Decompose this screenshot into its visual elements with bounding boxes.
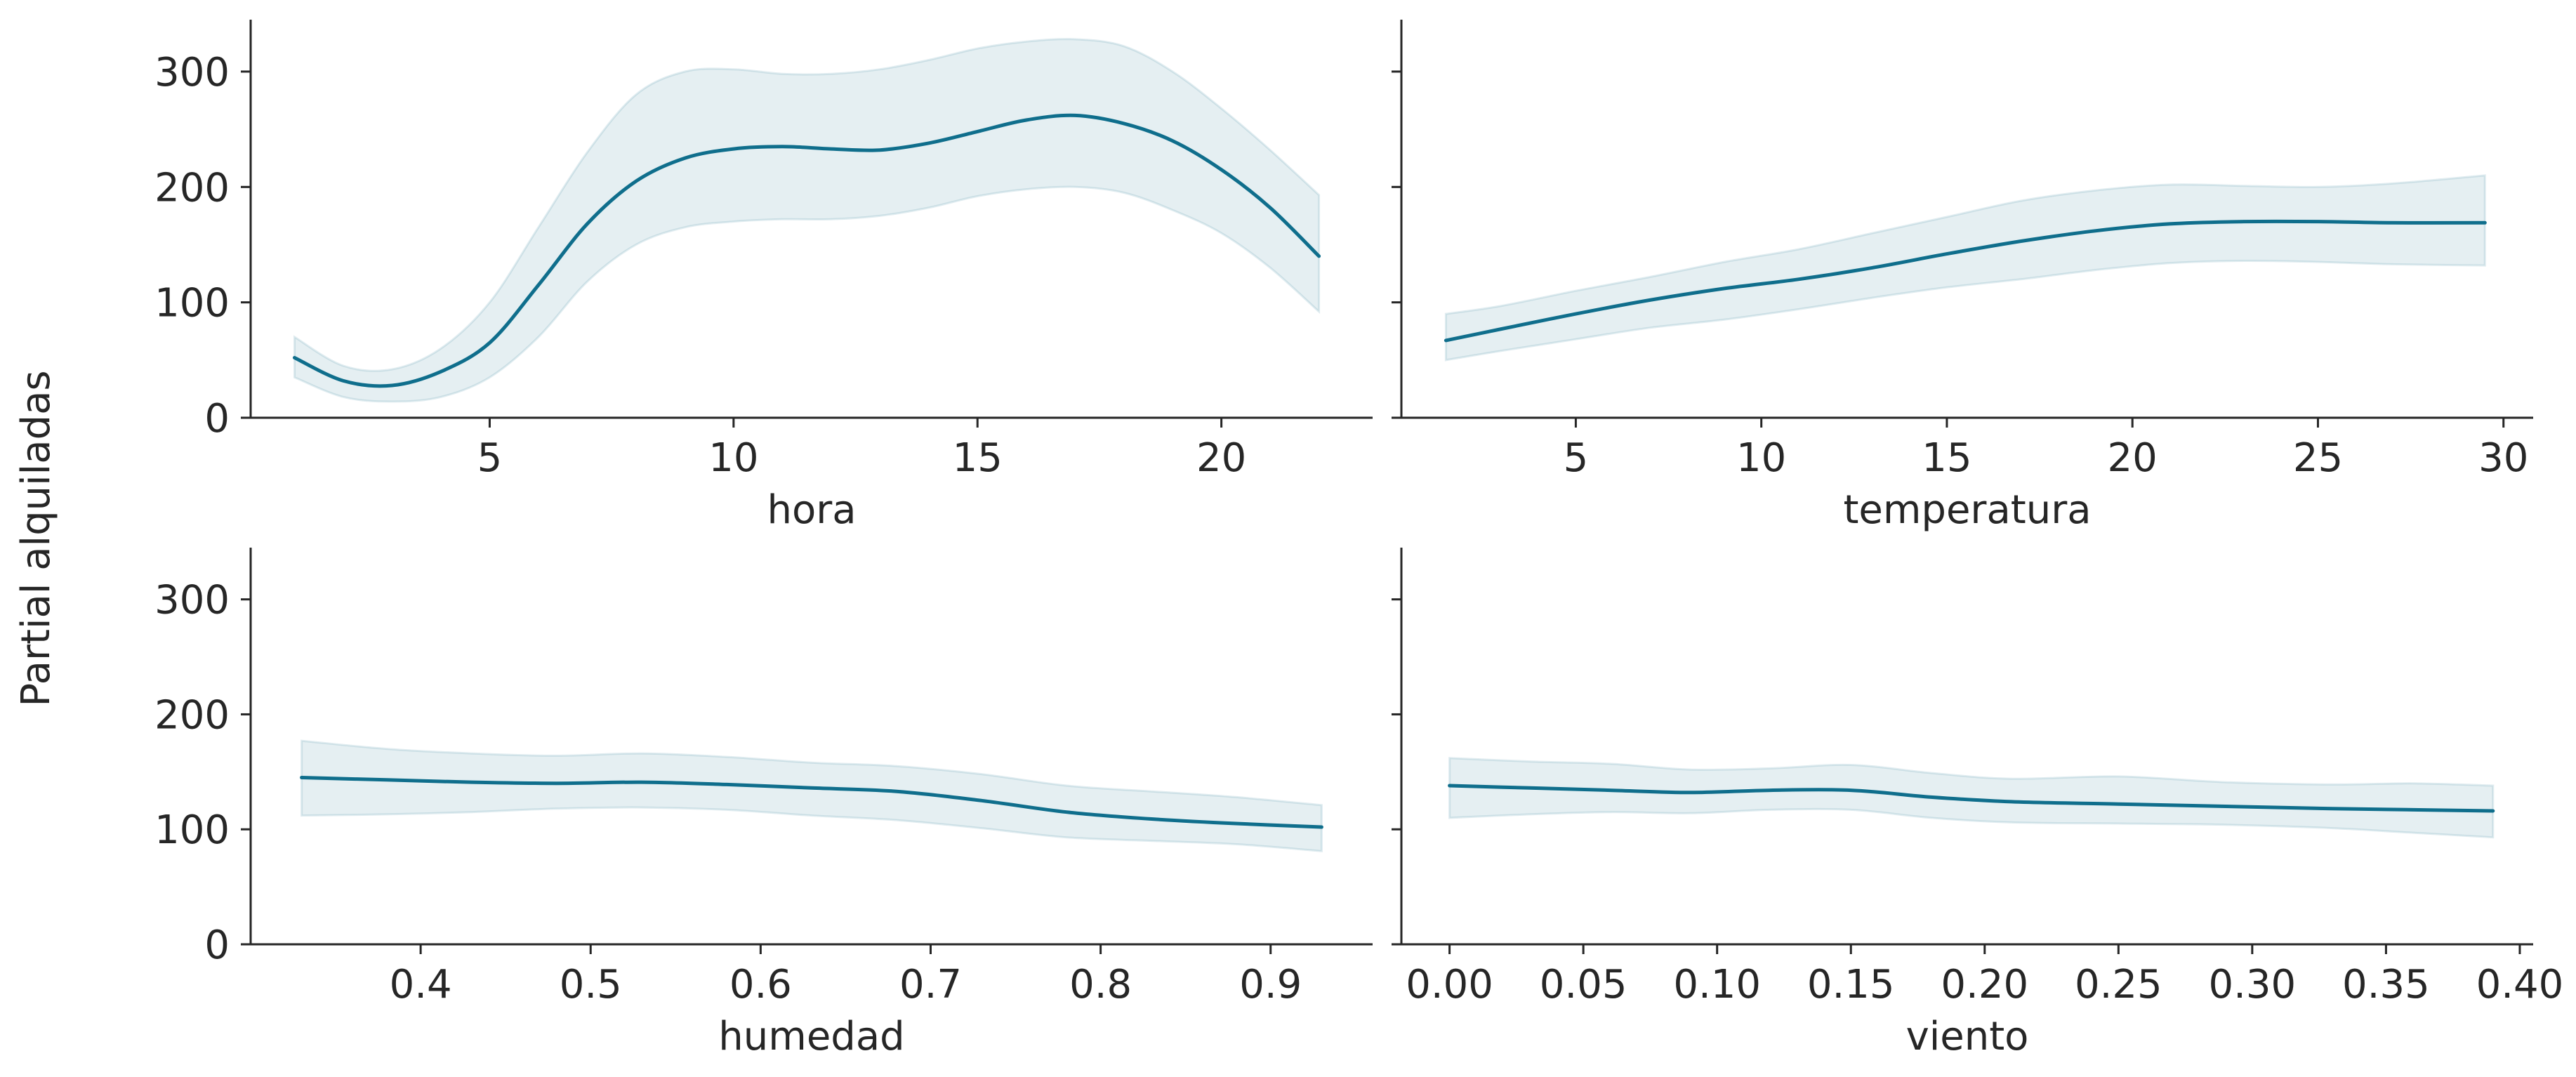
credible-interval-band xyxy=(1444,174,2486,362)
y-tick-label: 0 xyxy=(204,923,230,968)
y-tick-label: 300 xyxy=(154,50,230,95)
x-tick-label: 0.25 xyxy=(2075,962,2162,1007)
x-tick-label: 0.5 xyxy=(560,962,622,1007)
x-tick-label: 0.10 xyxy=(1673,962,1761,1007)
y-tick-label: 200 xyxy=(154,165,230,211)
x-tick-label: 0.7 xyxy=(899,962,962,1007)
x-tick-label: 0.00 xyxy=(1406,962,1493,1007)
x-tick-label: 10 xyxy=(708,435,758,481)
x-tick-label: 0.30 xyxy=(2209,962,2297,1007)
x-tick-label: 0.6 xyxy=(729,962,792,1007)
x-tick-label: 15 xyxy=(953,435,1003,481)
series-line xyxy=(293,113,1321,388)
panel-humedad: 0.4 0.5 0.6 0.7 0.8 0.9 0 100 200 300 humedad xyxy=(154,548,1373,1059)
x-axis-label: humedad xyxy=(718,1014,904,1059)
series-line xyxy=(1444,219,2487,343)
x-tick-label: 20 xyxy=(2108,435,2158,481)
x-tick-label: 15 xyxy=(1922,435,1971,481)
figure-y-axis-label: Partial alquiladas xyxy=(13,370,59,706)
x-axis-label: viento xyxy=(1906,1014,2029,1059)
x-tick-label: 0.05 xyxy=(1540,962,1627,1007)
x-tick-label: 0.9 xyxy=(1239,962,1302,1007)
x-tick-label: 0.40 xyxy=(2476,962,2564,1007)
x-tick-label: 25 xyxy=(2293,435,2343,481)
series-line xyxy=(300,776,1323,829)
credible-interval-band xyxy=(1448,757,2495,839)
x-axis-label: temperatura xyxy=(1843,487,2091,533)
x-axis-label: hora xyxy=(767,487,856,533)
panel-temperatura: 5 10 15 20 25 30 temperatura xyxy=(1392,20,2533,533)
y-tick-label: 100 xyxy=(154,807,230,853)
credible-interval-band xyxy=(300,739,1323,852)
x-tick-label: 0.20 xyxy=(1941,962,2028,1007)
y-tick-label: 200 xyxy=(154,692,230,738)
x-tick-label: 0.35 xyxy=(2342,962,2430,1007)
panel-viento: 0.00 0.05 0.10 0.15 0.20 0.25 0.30 0.35 0.40 vien… xyxy=(1392,548,2563,1059)
x-tick-label: 5 xyxy=(1564,435,1589,481)
x-tick-label: 20 xyxy=(1196,435,1246,481)
y-tick-label: 300 xyxy=(154,578,230,623)
credible-interval-band xyxy=(293,38,1321,403)
x-tick-label: 5 xyxy=(477,435,503,481)
x-tick-label: 30 xyxy=(2478,435,2528,481)
x-tick-label: 0.8 xyxy=(1069,962,1132,1007)
x-tick-label: 0.4 xyxy=(390,962,452,1007)
y-tick-label: 100 xyxy=(154,281,230,326)
y-tick-label: 0 xyxy=(204,396,230,442)
x-tick-label: 0.15 xyxy=(1807,962,1895,1007)
series-line xyxy=(1448,784,2495,813)
x-tick-label: 10 xyxy=(1736,435,1786,481)
